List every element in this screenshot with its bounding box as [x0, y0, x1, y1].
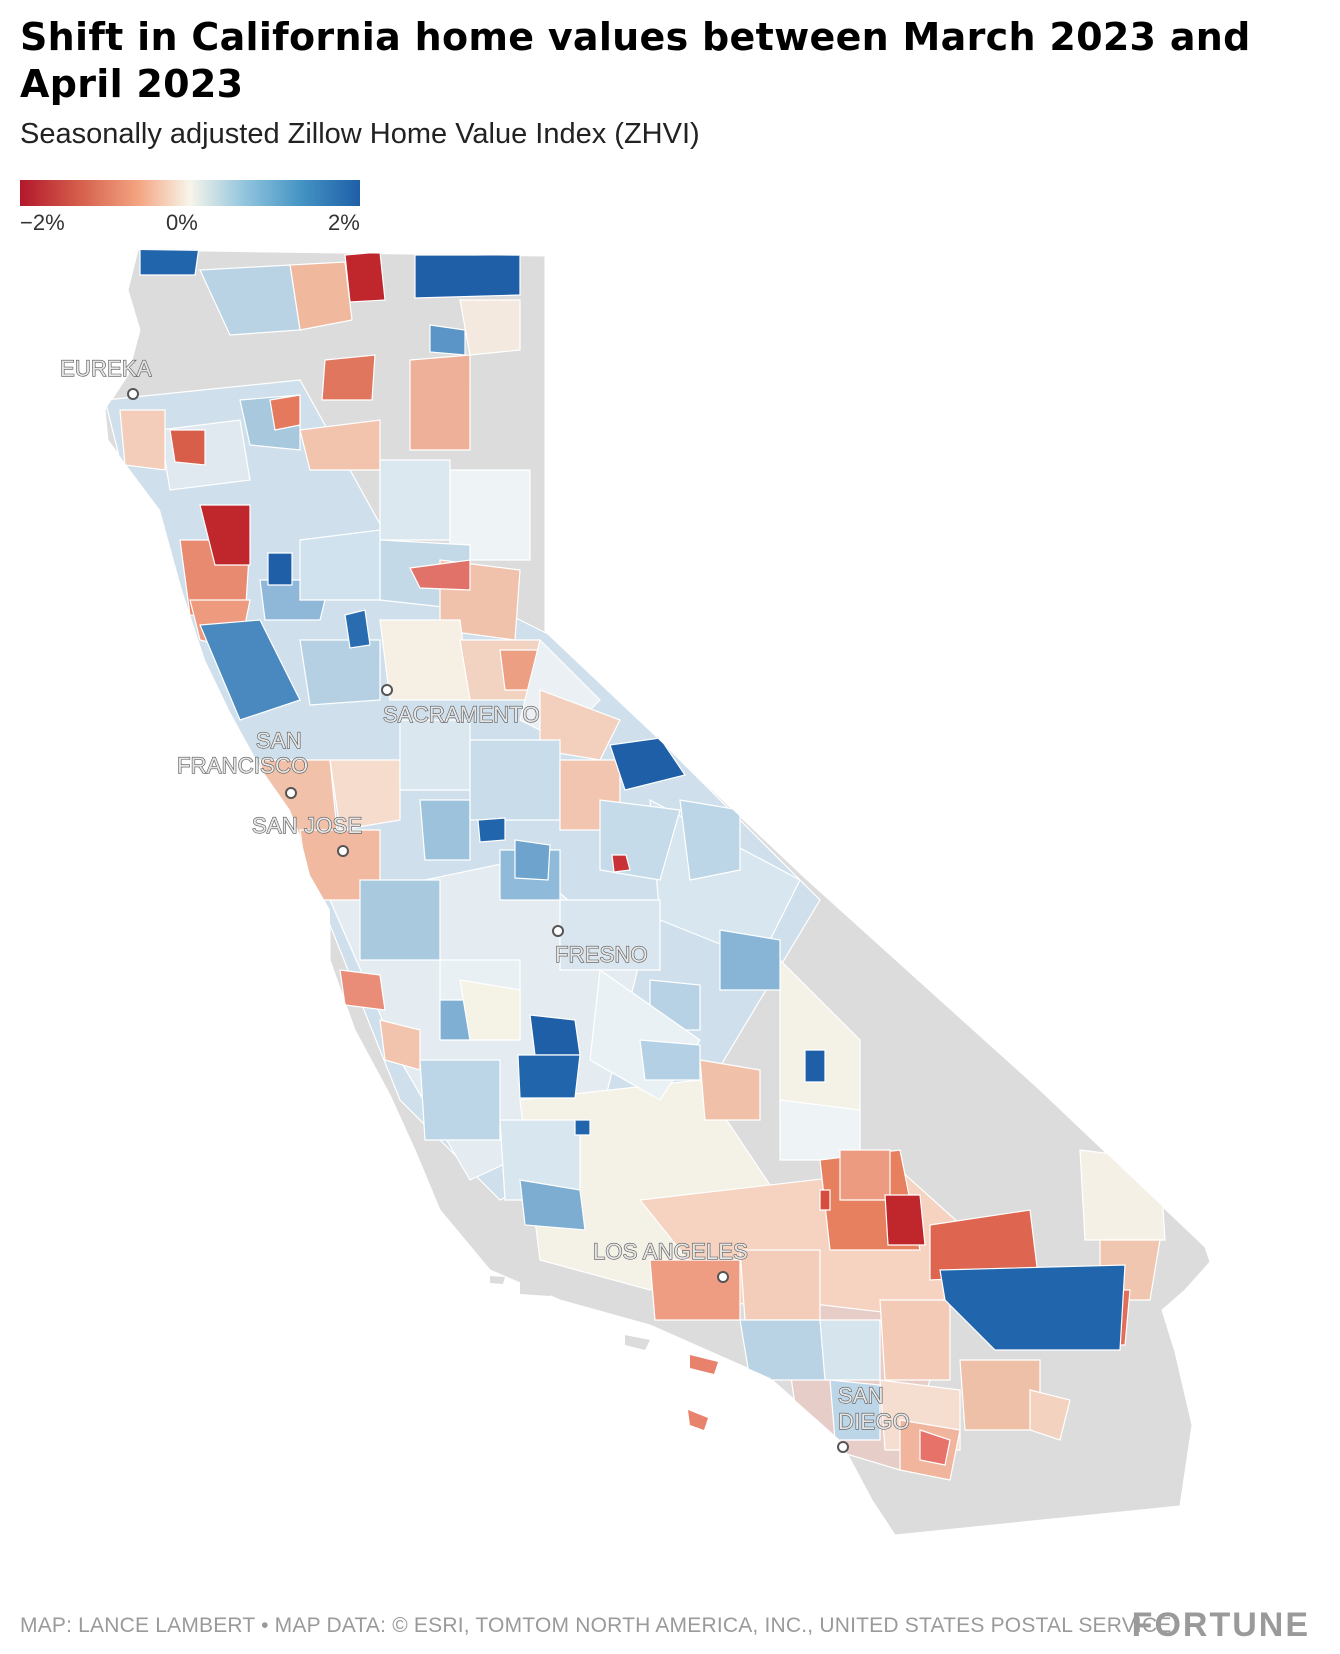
city-label-san-diego-2: DIEGO — [838, 1409, 910, 1434]
fresno-marker — [552, 925, 564, 937]
california-choropleth-map: EUREKA SACRAMENTO SAN FRANCISCO SAN JOSE… — [59, 249, 1211, 1536]
map-subtitle: Seasonally adjusted Zillow Home Value In… — [20, 118, 700, 150]
map-credit: MAP: LANCE LAMBERT • MAP DATA: © ESRI, T… — [20, 1614, 1172, 1637]
channel-island — [625, 1335, 650, 1350]
map-title: Shift in California home values between … — [20, 15, 1251, 106]
los-angeles-marker — [717, 1271, 729, 1283]
channel-island — [688, 1410, 708, 1430]
legend-tick-min: −2% — [20, 210, 65, 235]
color-legend: −2% 0% 2% — [20, 180, 360, 240]
city-label-eureka: EUREKA — [60, 356, 152, 381]
san-francisco-marker — [285, 787, 297, 799]
san-diego-marker — [837, 1441, 849, 1453]
legend-tick-mid: 0% — [166, 210, 198, 235]
city-markers — [127, 388, 849, 1453]
city-label-sacramento: SACRAMENTO — [383, 702, 540, 727]
channel-island — [520, 1282, 555, 1296]
city-label-los-angeles: LOS ANGELES — [593, 1239, 748, 1264]
city-label-fresno: FRESNO — [555, 942, 648, 967]
zip-regions — [105, 250, 1166, 1481]
legend-color-scale — [20, 180, 360, 206]
eureka-marker — [127, 388, 139, 400]
city-labels: EUREKA SACRAMENTO SAN FRANCISCO SAN JOSE… — [59, 355, 910, 1434]
fortune-logo: FORTUNE — [1131, 1606, 1310, 1644]
legend-tick-max: 2% — [328, 210, 360, 235]
channel-island — [565, 1285, 600, 1296]
channel-island — [690, 1355, 718, 1374]
city-label-san-francisco-2: FRANCISCO — [177, 753, 308, 778]
channel-island — [490, 1276, 505, 1284]
city-label-san-diego-1: SAN — [838, 1383, 884, 1408]
city-label-san-francisco-1: SAN — [256, 728, 302, 753]
san-jose-marker — [337, 845, 349, 857]
city-label-san-jose: SAN JOSE — [252, 813, 362, 838]
sacramento-marker — [381, 684, 393, 696]
